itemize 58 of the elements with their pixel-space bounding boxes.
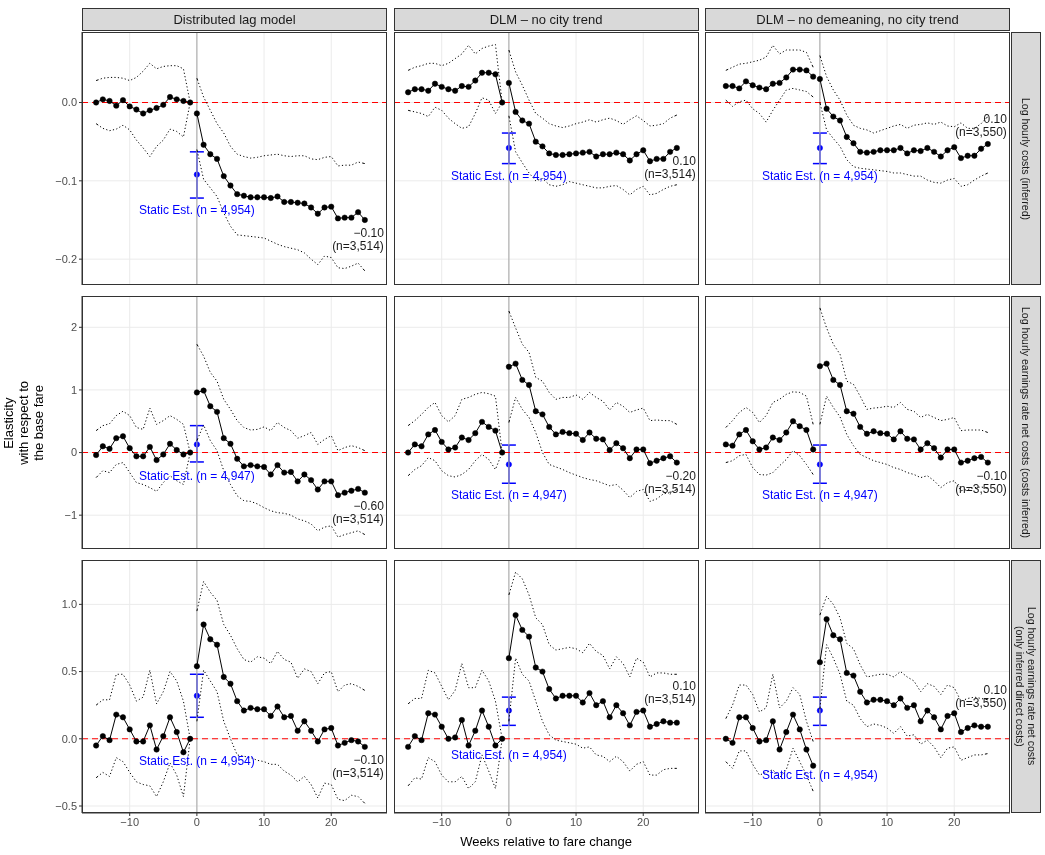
y2-axis-title: Log hourly earnings rate net costs (only inferred direct costs) [1014,607,1038,766]
x-tick-label: 10 [257,815,271,828]
text: Static Est. (n = 4,954) [762,768,878,783]
annotation: −0.10 [976,468,1008,483]
x-axis-title: Weeks relative to fare change [460,834,632,849]
annotation: (n=3,514) [643,481,696,496]
annotation: (n=3,514) [643,166,696,181]
text: Static Est. (n = 4,947) [450,488,567,503]
text: Static Est. (n = 4,947) [139,468,255,483]
annotation: −0.60 [353,498,385,513]
chart-title: DLM – no city trend [489,12,603,27]
annotation: 0.10 [671,678,696,693]
annotation: −0.10 [353,752,385,767]
x-tick-label: −10 [431,815,451,828]
chart-title: DLM – no demeaning, no city trend [756,12,959,27]
y-tick-label: 0.5 [61,665,77,678]
text: Static Est. (n = 4,954) [762,168,878,183]
x-tick-label: 20 [636,815,649,828]
x-tick-label: 10 [880,815,894,828]
y-tick-label: −0.2 [55,253,77,266]
annotation: (n=3,550) [955,125,1007,140]
annotation: 0.10 [983,682,1008,697]
text: Static Est. (n = 4,954) [139,203,255,218]
annotation: 0.10 [983,112,1008,127]
y-tick-label: 1 [70,383,77,396]
x-tick-label: 20 [325,815,338,828]
y-tick-label: −0.5 [55,799,77,812]
chart-title: Distributed lag model [173,12,296,27]
x-tick-label: 0 [193,815,200,828]
y-tick-label: 2 [70,321,77,334]
x-tick-label: −10 [743,815,763,828]
annotation: (n=3,514) [332,511,384,526]
y-tick-label: 0.0 [61,96,77,109]
y-tick-label: 1.0 [61,598,77,611]
text: Static Est. (n = 4,954) [139,754,255,769]
annotation: (n=3,550) [955,481,1007,496]
y2-axis-title: Log hourly costs (inferred) [1019,97,1033,220]
x-tick-label: −10 [120,815,140,828]
y-tick-label: −0.1 [55,174,77,187]
text: Static Est. (n = 4,954) [450,748,567,763]
y-tick-label: −1 [64,509,77,522]
x-tick-label: 10 [569,815,582,828]
annotation: (n=3,514) [643,691,696,706]
annotation: 0.10 [671,153,696,168]
text: Static Est. (n = 4,954) [450,168,567,183]
y2-axis-title: Log hourly earnings rate net costs (costs inferred) [1019,306,1033,539]
annotation: (n=3,514) [332,765,384,780]
x-tick-label: 0 [816,815,823,828]
y-tick-label: 0.0 [61,732,77,745]
text: Static Est. (n = 4,947) [762,488,878,503]
x-tick-label: 20 [948,815,961,828]
annotation: −0.20 [664,468,696,483]
annotation: (n=3,514) [332,238,384,253]
annotation: (n=3,550) [955,695,1007,710]
y-axis-title: Elasticity with respect to the base fare [0,380,46,465]
y-tick-label: 0 [70,446,77,459]
x-tick-label: 0 [505,815,512,828]
annotation: −0.10 [353,225,385,240]
